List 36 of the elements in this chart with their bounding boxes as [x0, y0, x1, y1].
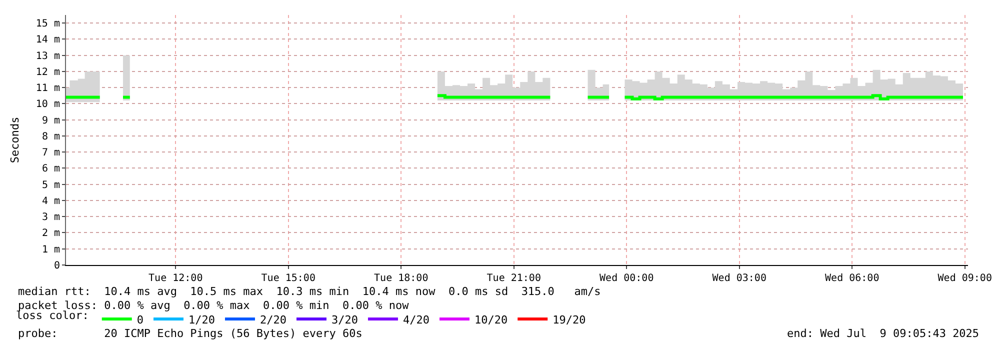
x-tick-label: Wed 03:00 [712, 273, 766, 284]
y-tick-label: 7 m [42, 148, 60, 159]
text: probe: 20 ICMP Echo Pings (56 Bytes) every 60s [18, 327, 362, 340]
y-tick-label: 10 m [36, 99, 60, 110]
legend-label: 2/20 [260, 313, 286, 326]
y-tick-label: 1 m [42, 244, 60, 256]
y-tick-label: 5 m [42, 180, 60, 191]
x-tick-label: Tue 21:00 [486, 273, 541, 284]
y-tick-label: 11 m [36, 83, 60, 94]
y-tick-label: 13 m [36, 50, 60, 62]
legend-label: 4/20 [402, 313, 430, 326]
y-tick-label: 6 m [42, 164, 60, 175]
legend-label: 0 [136, 313, 144, 326]
legend-label: 19/20 [552, 313, 586, 326]
x-tick-label: Wed 09:00 [938, 273, 992, 284]
y-tick-label: 8 m [42, 131, 60, 142]
y-tick-label: 14 m [36, 34, 60, 46]
legend-label: 10/20 [474, 313, 508, 326]
text: end: Wed Jul 9 09:05:43 2025 [787, 327, 980, 340]
text: packet loss: 0.00 % avg 0.00 % max 0.00 % min 0.00 % now [18, 299, 410, 312]
x-tick-label: Tue 15:00 [261, 273, 316, 284]
y-tick-label: 3 m [42, 212, 60, 224]
y-tick-label: 4 m [42, 196, 60, 207]
y-tick-label: 15 m [36, 18, 60, 30]
y-tick-label: 0 [54, 260, 60, 272]
x-tick-label: Wed 00:00 [600, 273, 654, 284]
y-axis-title: Seconds [8, 116, 22, 164]
y-tick-label: 2 m [42, 228, 60, 240]
y-tick-label: 9 m [42, 115, 60, 126]
y-tick-label: 12 m [36, 66, 60, 78]
text: median rtt: 10.4 ms avg 10.5 ms max 10.3 ms min 10.4 ms now 0.0 ms sd 315.0 am/s [18, 285, 601, 298]
x-tick-label: Tue 18:00 [374, 273, 428, 284]
x-tick-label: Wed 06:00 [825, 273, 880, 284]
legend-label: 1/20 [188, 313, 215, 326]
legend-label: 3/20 [331, 313, 358, 326]
x-tick-label: Tue 12:00 [148, 273, 203, 284]
